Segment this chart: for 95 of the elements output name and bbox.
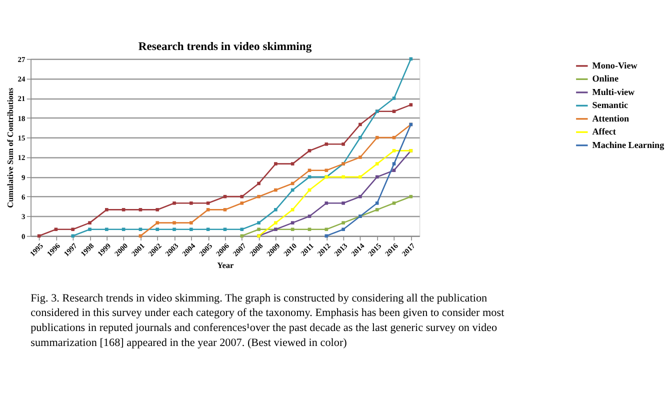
y-tick-label: 18 <box>18 114 26 123</box>
point <box>257 194 260 198</box>
y-tick-label: 0 <box>22 232 26 241</box>
legend-label: Multi-view <box>592 86 636 97</box>
point <box>71 234 75 238</box>
legend-label: Semantic <box>592 100 628 110</box>
point <box>156 208 160 212</box>
point <box>342 201 345 205</box>
point <box>206 228 210 232</box>
y-axis-title: Cumulative Sum of Contributions <box>6 87 15 208</box>
point <box>342 221 345 224</box>
point <box>274 221 278 224</box>
point <box>71 228 75 232</box>
point <box>375 136 379 140</box>
point <box>358 136 362 140</box>
point <box>290 182 294 186</box>
legend-label: Affect <box>592 126 616 137</box>
point <box>324 201 328 205</box>
point <box>392 201 396 205</box>
y-tick-label: 15 <box>18 133 26 142</box>
point <box>206 201 210 205</box>
point <box>375 208 379 212</box>
point <box>274 188 278 192</box>
point <box>308 228 312 232</box>
y-tick-label: 24 <box>18 74 26 84</box>
point <box>274 162 278 166</box>
point <box>190 201 193 205</box>
point <box>274 208 278 212</box>
point <box>358 122 362 126</box>
point <box>375 162 379 166</box>
point <box>342 142 345 146</box>
point <box>358 194 362 198</box>
point <box>240 228 244 232</box>
point <box>172 228 176 232</box>
point <box>223 228 227 232</box>
x-axis-title: Year <box>217 260 234 270</box>
point <box>257 228 260 232</box>
point <box>138 208 142 212</box>
point <box>392 110 396 114</box>
point <box>206 208 210 212</box>
legend-label: Machine Learning <box>592 140 665 150</box>
point <box>190 221 193 224</box>
point <box>88 228 92 232</box>
point <box>257 182 260 186</box>
point <box>290 221 294 224</box>
point <box>358 175 362 179</box>
point <box>88 221 92 224</box>
point <box>122 228 126 232</box>
point <box>290 228 294 232</box>
y-tick-label: 3 <box>22 212 26 222</box>
point <box>324 228 328 232</box>
point <box>342 175 345 179</box>
point <box>409 103 413 106</box>
point <box>105 208 108 212</box>
point <box>290 208 294 212</box>
legend-label: Attention <box>592 113 630 124</box>
point <box>156 221 160 224</box>
point <box>257 221 260 224</box>
point <box>138 228 142 232</box>
chart-title: Research trends in video skimming <box>138 40 312 53</box>
caption: Fig. 3. Research trends in video skimming. The graph is constructed by considering all the publication considered in this survey under each category of the taxonomy. Emphasis has been given to consider most publications in reputed journals and conferences¹over the past decade as the last generic survey on video summarization [168] appeared in the year 2007. (Best viewed in color) <box>30 292 506 349</box>
point <box>240 194 244 198</box>
point <box>375 201 379 205</box>
point <box>392 149 396 152</box>
y-tick-label: 9 <box>22 172 26 182</box>
point <box>358 156 362 159</box>
point <box>190 228 193 232</box>
point <box>172 221 176 224</box>
point <box>240 234 244 238</box>
legend-label: Mono-View <box>592 60 638 70</box>
point <box>375 175 379 179</box>
point <box>290 162 294 166</box>
y-tick-label: 21 <box>18 94 26 104</box>
point <box>308 149 312 152</box>
point <box>290 188 294 192</box>
point <box>223 208 227 212</box>
y-tick-label: 27 <box>18 54 26 64</box>
point <box>392 168 396 172</box>
point <box>105 228 108 232</box>
point <box>172 201 176 205</box>
line-series <box>257 149 413 238</box>
point <box>392 96 396 100</box>
point <box>324 168 328 172</box>
point <box>392 162 396 166</box>
point <box>240 201 244 205</box>
point <box>54 228 58 232</box>
point <box>122 208 126 212</box>
y-tick-label: 6 <box>22 192 26 202</box>
point <box>324 142 328 146</box>
point <box>308 168 312 172</box>
y-tick-label: 12 <box>18 153 26 162</box>
point <box>156 228 160 232</box>
point <box>308 214 312 218</box>
point <box>342 228 345 232</box>
legend-label: Online <box>592 74 618 84</box>
